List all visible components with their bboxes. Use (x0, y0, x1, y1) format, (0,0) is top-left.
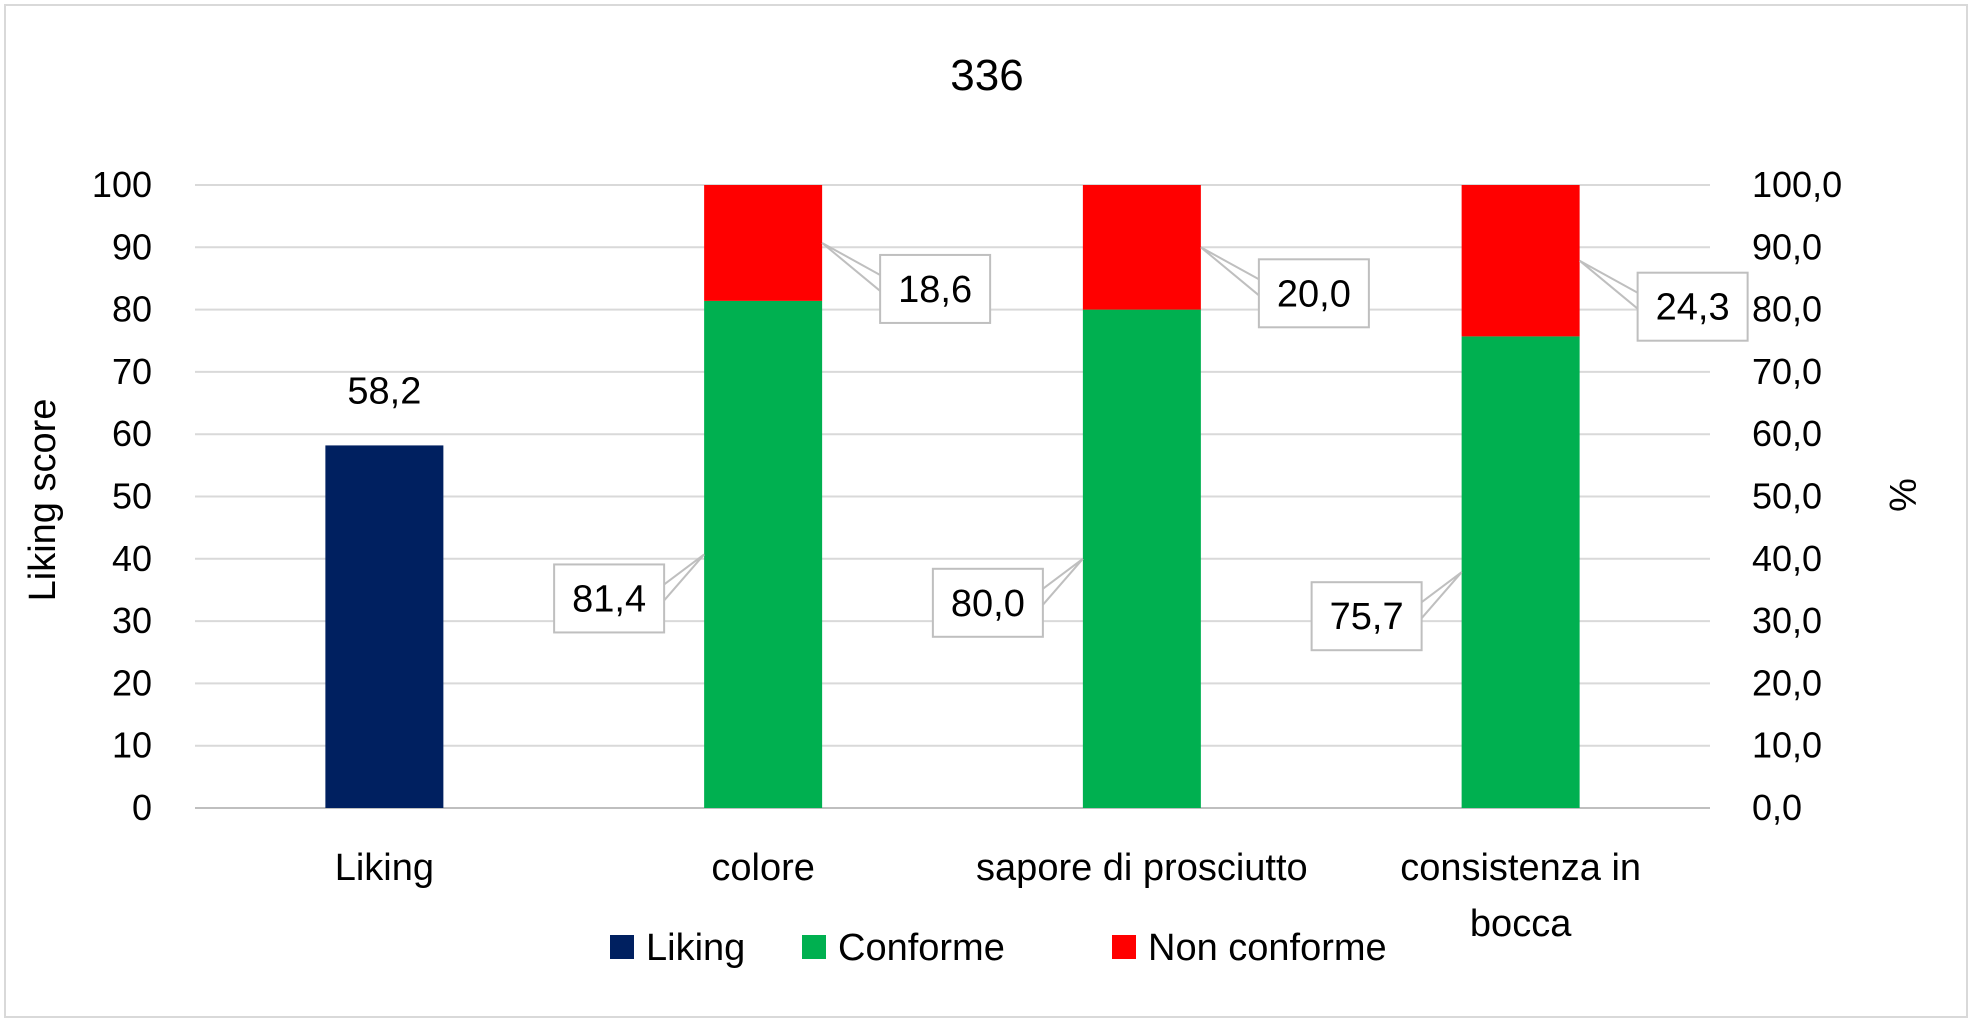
y2-tick-label: 50,0 (1752, 476, 1822, 517)
x-category-label: sapore di prosciutto (976, 847, 1308, 889)
callout-pointer (1042, 557, 1084, 606)
data-label: 18,6 (898, 269, 972, 311)
y-tick-label: 60 (112, 413, 152, 454)
y-tick-label: 20 (112, 662, 152, 703)
callout-box (553, 563, 666, 634)
chart-title: 336 (950, 51, 1023, 100)
bar-conforme (704, 300, 823, 808)
y-tick-label: 10 (112, 725, 152, 766)
data-label: 80,0 (951, 583, 1025, 625)
callout-pointer (663, 553, 705, 602)
legend-swatch (1112, 935, 1136, 959)
y2-axis-ticks: 0,0 10,0 20,0 30,0 40,0 50,0 60,0 70,0 80,0 90,0 1… (1752, 164, 1842, 828)
y2-tick-label: 90,0 (1752, 226, 1822, 267)
data-label: 58,2 (347, 370, 421, 412)
y-tick-label: 40 (112, 538, 152, 579)
y2-axis-title: % (1881, 478, 1923, 512)
legend-label: Non conforme (1148, 927, 1387, 969)
y-tick-label: 50 (112, 476, 152, 517)
x-axis-categories: Liking colore sapore di prosciutto consiste… (335, 847, 1641, 945)
y2-tick-label: 80,0 (1752, 289, 1822, 330)
legend-swatch (802, 935, 826, 959)
bar-liking (325, 445, 444, 808)
bar-non-conforme (1461, 185, 1580, 337)
data-labels: 58,2 81,4 80,0 75,7 18,6 20,0 24,3 (347, 242, 1749, 652)
data-label: 81,4 (572, 578, 646, 620)
legend-label: Conforme (838, 927, 1005, 969)
legend: Liking Conforme Non conforme (610, 927, 1387, 969)
y2-tick-label: 60,0 (1752, 413, 1822, 454)
callout-pointer (1420, 571, 1463, 619)
legend-label: Liking (646, 927, 745, 969)
callout-pointer (1200, 246, 1260, 297)
y-tick-label: 70 (112, 351, 152, 392)
y2-tick-label: 40,0 (1752, 538, 1822, 579)
callout-pointer (1578, 259, 1639, 310)
y2-tick-label: 70,0 (1752, 351, 1822, 392)
y-tick-label: 100 (92, 164, 152, 205)
y-axis-ticks: 0 10 20 30 40 50 60 70 80 90 100 (92, 164, 152, 828)
y-tick-label: 30 (112, 600, 152, 641)
callout-pointer (821, 242, 881, 292)
data-label: 75,7 (1330, 596, 1404, 638)
legend-swatch (610, 935, 634, 959)
y2-tick-label: 10,0 (1752, 725, 1822, 766)
bar-non-conforme (704, 185, 823, 301)
y2-tick-label: 20,0 (1752, 662, 1822, 703)
y2-tick-label: 30,0 (1752, 600, 1822, 641)
callout-box (931, 567, 1044, 638)
x-category-label: colore (711, 847, 815, 889)
bar-non-conforme (1082, 185, 1201, 310)
y-axis-title: Liking score (22, 399, 64, 602)
y-tick-label: 90 (112, 226, 152, 267)
y-tick-label: 80 (112, 289, 152, 330)
data-label: 20,0 (1277, 273, 1351, 315)
callout-box (1257, 258, 1370, 329)
bars (325, 185, 1580, 808)
x-category-label: Liking (335, 847, 434, 889)
bar-conforme (1461, 336, 1580, 808)
callout-box (1310, 581, 1423, 652)
data-label: 24,3 (1656, 287, 1730, 329)
callout-box (1636, 271, 1749, 342)
y2-tick-label: 0,0 (1752, 787, 1802, 828)
x-category-label: bocca (1470, 903, 1572, 945)
bar-conforme (1082, 309, 1201, 808)
y-tick-label: 0 (132, 787, 152, 828)
x-category-label: consistenza in (1400, 847, 1641, 889)
y2-tick-label: 100,0 (1752, 164, 1842, 205)
callout-box (879, 253, 992, 324)
